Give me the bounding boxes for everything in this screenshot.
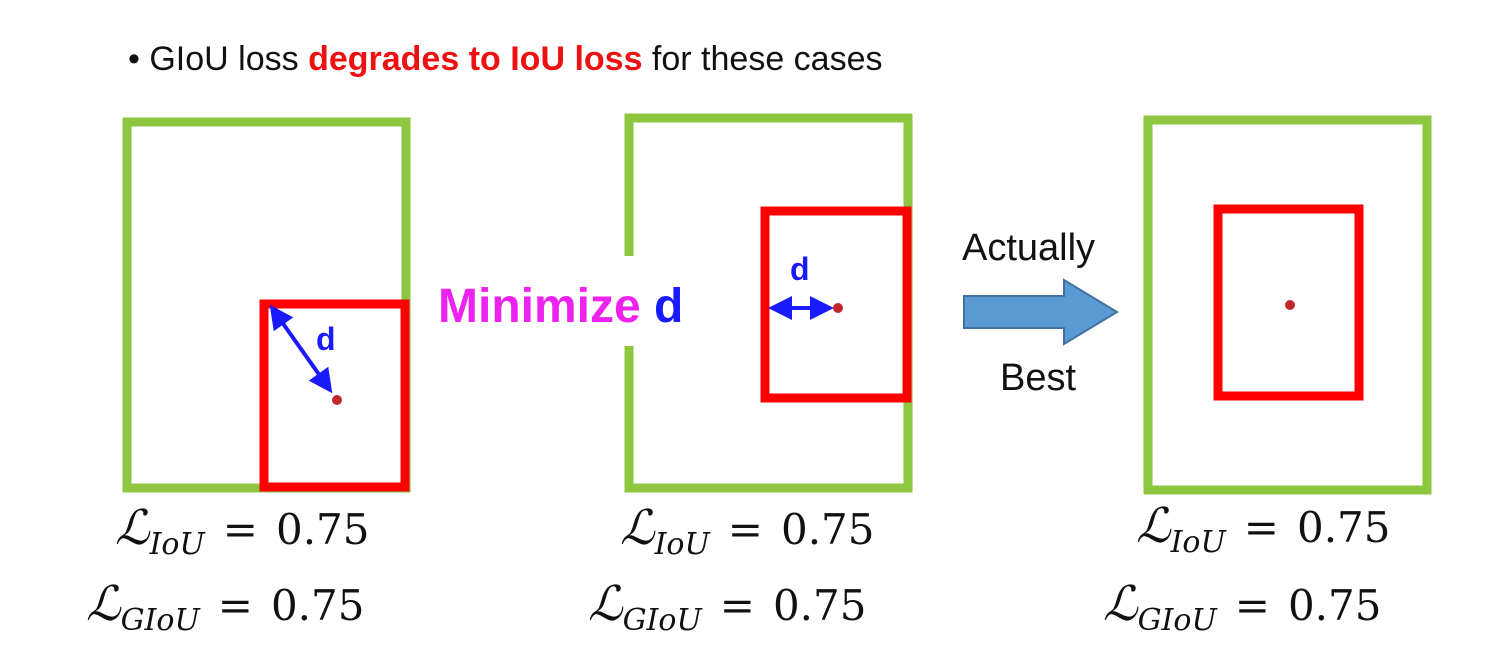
svg-text:ℒGIoU=0.75: ℒGIoU = 0.75 (588, 576, 866, 638)
case-1: d (122, 117, 411, 493)
bullet-prefix: GIoU loss (149, 40, 309, 78)
bullet-suffix: for these cases (642, 40, 883, 78)
case-3-iou-equation: ℒIoU = 0.75 (1136, 498, 1391, 560)
case-1-center-dot (332, 395, 342, 405)
giou-subscript: GIoU (623, 603, 704, 638)
svg-text:ℒGIoU=0.75: ℒGIoU = 0.75 (86, 576, 364, 638)
bullet-dot: • (128, 40, 140, 78)
svg-text:ℒGIoU=0.75: ℒGIoU = 0.75 (1103, 576, 1381, 638)
bullet-line: • GIoU loss degrades to IoU loss for the… (128, 40, 883, 79)
loss-symbol: ℒ (620, 500, 656, 556)
case-2-iou-equation: ℒIoU = 0.75 (620, 500, 875, 562)
case-1-iou-value: 0.75 (276, 505, 370, 554)
giou-subscript: GIoU (1138, 603, 1219, 638)
equals-sign: = (720, 581, 755, 630)
arrow-bottom-label: Best (1000, 357, 1076, 399)
iou-subscript: IoU (654, 527, 712, 562)
case-3-giou-equation: ℒGIoU = 0.75 (1103, 576, 1381, 638)
loss-symbol: ℒ (588, 576, 624, 632)
case-2-iou-value: 0.75 (781, 505, 875, 554)
actually-best-arrow: Actually Best (962, 227, 1119, 399)
case-2-center-dot (833, 303, 843, 313)
case-2-giou-equation: ℒGIoU = 0.75 (588, 576, 866, 638)
right-arrow-icon (963, 278, 1119, 346)
svg-text:ℒIoU=0.75: ℒIoU = 0.75 (620, 500, 875, 562)
loss-symbol: ℒ (1136, 498, 1172, 554)
case-2-giou-value: 0.75 (773, 581, 867, 630)
case-1-iou-equation: ℒIoU = 0.75 (115, 500, 370, 562)
loss-symbol: ℒ (1103, 576, 1139, 632)
minimize-label: Minimize d (438, 280, 683, 333)
case-1-giou-value: 0.75 (271, 581, 365, 630)
loss-symbol: ℒ (86, 576, 122, 632)
iou-subscript: IoU (149, 527, 207, 562)
case-1-giou-equation: ℒGIoU = 0.75 (86, 576, 364, 638)
case-3 (1143, 115, 1432, 495)
case-1-distance-label: d (316, 321, 336, 357)
case-2-pred-box (760, 206, 912, 403)
case-2: d (624, 113, 913, 493)
case-2-distance-label: d (790, 251, 810, 287)
loss-symbol: ℒ (115, 500, 151, 556)
equals-sign: = (218, 581, 253, 630)
iou-subscript: IoU (1170, 525, 1228, 560)
arrow-top-label: Actually (962, 227, 1095, 269)
minimize-variable: d (654, 280, 683, 333)
case-1-distance-arrow (269, 304, 333, 394)
svg-text:ℒIoU=0.75: ℒIoU = 0.75 (115, 500, 370, 562)
case-3-giou-value: 0.75 (1288, 581, 1382, 630)
svg-text:ℒIoU=0.75: ℒIoU = 0.75 (1136, 498, 1391, 560)
equals-sign: = (1235, 581, 1270, 630)
equals-sign: = (223, 505, 258, 554)
equals-sign: = (728, 505, 763, 554)
case-3-iou-value: 0.75 (1297, 503, 1391, 552)
equals-sign: = (1244, 503, 1279, 552)
case-3-pred-box (1213, 204, 1364, 401)
case-3-center-dot (1285, 300, 1295, 310)
case-3-target-box (1143, 115, 1432, 495)
case-1-pred-box (259, 299, 410, 492)
minimize-word: Minimize (438, 280, 641, 333)
bullet-highlight: degrades to IoU loss (308, 40, 643, 78)
giou-subscript: GIoU (121, 603, 202, 638)
